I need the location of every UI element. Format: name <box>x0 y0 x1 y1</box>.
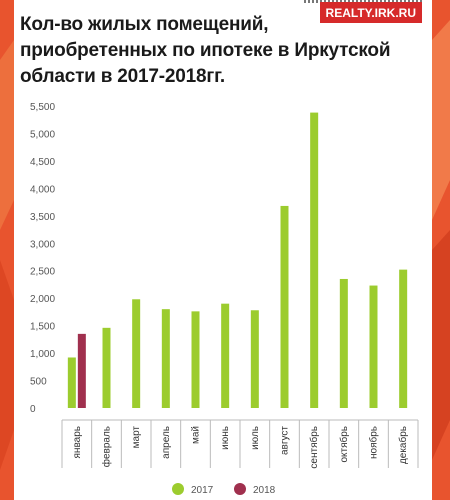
legend-marker-2018 <box>234 483 246 495</box>
bar-2017 <box>161 309 170 408</box>
y-tick-label: 0 <box>30 404 36 415</box>
x-axis: январь февраль март апрель май июнь июль август… <box>61 419 419 469</box>
x-tick-label: июнь <box>220 426 231 450</box>
x-tick-label: июль <box>250 426 261 450</box>
y-tick-label: 1,000 <box>30 349 55 360</box>
bar-2017 <box>102 327 111 408</box>
bar-2017 <box>280 205 289 408</box>
legend-label: 2017 <box>191 485 214 496</box>
y-tick-label: 3,500 <box>30 212 55 223</box>
legend: 2017 2018 <box>172 483 276 496</box>
y-axis: 0 500 1,000 1,500 2,000 2,500 3,000 3,500 4,000 4… <box>30 102 55 415</box>
chart-card <box>14 0 432 500</box>
bar-2018 <box>77 333 86 408</box>
bar-2017 <box>132 299 141 408</box>
y-tick-label: 4,500 <box>30 157 55 168</box>
bar-2017 <box>67 357 76 408</box>
x-tick-label: сентябрь <box>308 426 320 469</box>
x-tick-label: октябрь <box>338 426 350 463</box>
x-tick-label: ноябрь <box>368 426 380 459</box>
bar-2017 <box>399 269 408 408</box>
legend-marker-2017 <box>172 483 184 495</box>
bar-2017 <box>369 285 378 408</box>
x-tick-label: январь <box>72 426 83 458</box>
logo-stripe <box>304 0 422 3</box>
chart-title: Кол-во жилых помещений, приобретенных по… <box>20 14 391 87</box>
y-tick-label: 3,000 <box>30 239 55 250</box>
site-logo[interactable]: REALTY.IRK.RU <box>319 2 422 23</box>
bar-2017 <box>191 311 200 408</box>
y-tick-label: 2,000 <box>30 294 55 305</box>
legend-label: 2018 <box>253 485 276 496</box>
y-tick-label: 500 <box>30 377 47 388</box>
y-tick-label: 5,500 <box>30 102 55 113</box>
y-tick-label: 2,500 <box>30 267 55 278</box>
x-tick-label: декабрь <box>397 426 409 464</box>
bar-2017 <box>250 310 259 408</box>
x-tick-label: февраль <box>101 426 113 467</box>
y-tick-label: 1,500 <box>30 322 55 333</box>
bar-2017 <box>221 303 230 408</box>
x-tick-label: март <box>131 426 142 449</box>
bar-2017 <box>339 278 348 408</box>
x-tick-label: май <box>191 426 202 444</box>
bars-group <box>67 112 408 409</box>
x-tick-label: апрель <box>161 426 172 459</box>
bar-2017 <box>310 112 319 409</box>
y-tick-label: 5,000 <box>30 129 55 140</box>
y-tick-label: 4,000 <box>30 184 55 195</box>
x-tick-label: август <box>280 426 291 455</box>
